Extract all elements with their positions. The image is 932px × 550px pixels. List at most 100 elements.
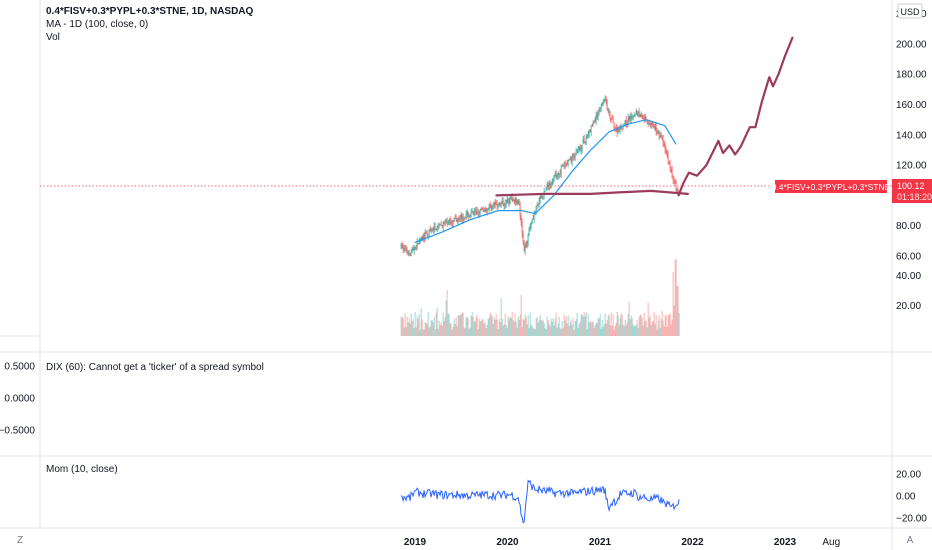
candle-body [423, 235, 425, 240]
log-scale-button[interactable]: Z [17, 535, 23, 546]
volume-bar [633, 326, 635, 336]
volume-bar [427, 311, 429, 336]
volume-bar [504, 313, 506, 336]
volume-bar [573, 329, 575, 336]
candle-body [503, 203, 505, 207]
candle-body [617, 128, 619, 133]
volume-bar [424, 322, 426, 336]
candle-body [474, 211, 476, 213]
candle-body [649, 123, 651, 125]
price-tick-label: 80.00 [896, 221, 921, 232]
candle-body [435, 228, 437, 230]
candle-body [609, 114, 611, 120]
candle-body [559, 172, 561, 174]
volume-bar [638, 316, 640, 336]
candle-body [479, 209, 481, 214]
candle-body [494, 202, 496, 206]
volume-bar [463, 327, 465, 336]
vol-legend[interactable]: Vol [46, 32, 60, 43]
candle-body [621, 128, 623, 129]
price-tick-label: 140.00 [896, 130, 927, 141]
volume-bar [460, 314, 462, 336]
candle-body [628, 117, 630, 122]
candle-body [516, 199, 518, 204]
volume-bar [670, 324, 672, 336]
volume-bar [551, 321, 553, 336]
candle-body [555, 173, 557, 176]
candle-body [670, 169, 672, 171]
symbol-title[interactable]: 0.4*FISV+0.3*PYPL+0.3*STNE, 1D, NASDAQ [46, 6, 254, 17]
volume-bar [664, 315, 666, 336]
auto-scale-button[interactable]: A [907, 535, 914, 546]
candle-body [513, 199, 515, 202]
volume-bar [521, 326, 523, 336]
candle-body [650, 122, 652, 127]
volume-bar [486, 324, 488, 336]
candle-body [675, 181, 677, 191]
volume-bar [524, 314, 526, 336]
volume-bar [538, 320, 540, 336]
mom-tick-label: 20.00 [896, 470, 921, 481]
volume-bar [639, 314, 641, 336]
volume-bar [435, 312, 437, 336]
candle-body [605, 99, 607, 101]
volume-bar [475, 317, 477, 336]
volume-bar [646, 327, 648, 336]
candle-body [422, 236, 424, 240]
dix-legend[interactable]: DIX (60): Cannot get a 'ticker' of a spr… [46, 362, 264, 373]
candle-body [440, 225, 442, 226]
currency-badge[interactable] [897, 3, 923, 19]
candle-body [412, 248, 414, 250]
volume-bar [446, 290, 448, 336]
candle-body [484, 208, 486, 211]
mom-legend[interactable]: Mom (10, close) [46, 464, 118, 475]
volume-bar [541, 320, 543, 336]
ma-legend[interactable]: MA - 1D (100, close, 0) [46, 19, 148, 30]
candle-body [536, 205, 538, 206]
volume-bar [560, 329, 562, 336]
candle-body [653, 124, 655, 127]
candle-body [530, 223, 532, 227]
volume-bar [564, 320, 566, 336]
volume-bar [630, 315, 632, 336]
volume-bar [629, 319, 631, 336]
candle-body [599, 109, 601, 111]
candle-body [466, 212, 468, 214]
volume-bar [416, 316, 418, 336]
currency-label: USD [900, 7, 920, 17]
candle-body [453, 218, 455, 222]
time-tick-label: 2019 [404, 537, 427, 548]
candle-body [572, 154, 574, 158]
candle-body [455, 217, 457, 219]
candle-body [574, 154, 576, 159]
candle-body [674, 182, 676, 184]
volume-bar [439, 324, 441, 336]
volume-bar [678, 313, 680, 336]
volume-bar [587, 313, 589, 336]
price-tick-label: 200.00 [896, 39, 927, 50]
candle-body [476, 210, 478, 214]
candle-body [647, 119, 649, 123]
volume-bar [621, 315, 623, 336]
volume-bar [586, 329, 588, 336]
volume-bar [464, 328, 466, 336]
volume-bar [540, 319, 542, 336]
candle-body [630, 116, 632, 120]
candle-body [533, 212, 535, 219]
candle-body [441, 227, 443, 228]
user-drawings[interactable] [495, 36, 794, 197]
candle-body [642, 115, 644, 119]
volume-bar [537, 322, 539, 336]
volume-bar [519, 314, 521, 336]
candle-body [598, 110, 600, 112]
volume-bar [603, 324, 605, 336]
candle-body [408, 251, 410, 255]
volume-bar [588, 322, 590, 336]
volume-bar [406, 316, 408, 336]
candle-body [656, 132, 658, 134]
candle-body [563, 165, 565, 166]
momentum-plot [400, 479, 680, 524]
candle-body [429, 229, 431, 231]
volume-bar [618, 325, 620, 336]
